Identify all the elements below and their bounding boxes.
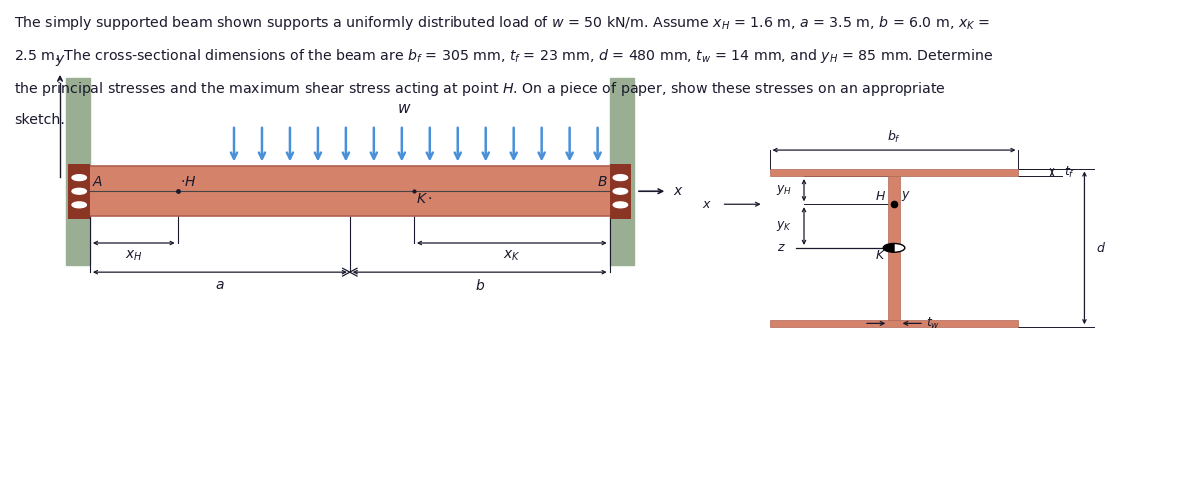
Text: $x_H$: $x_H$ — [125, 249, 143, 263]
Text: $A$: $A$ — [92, 175, 103, 189]
Circle shape — [72, 188, 86, 194]
Text: $b$: $b$ — [475, 278, 485, 293]
Bar — [769, 320, 1019, 327]
Text: $y$: $y$ — [55, 53, 65, 68]
Text: $w$: $w$ — [396, 101, 412, 116]
Bar — [610, 164, 631, 219]
Text: sketch.: sketch. — [14, 113, 65, 127]
Text: $B$: $B$ — [596, 175, 607, 189]
Bar — [610, 78, 634, 265]
Circle shape — [72, 174, 86, 181]
Text: 2.5 m. The cross-sectional dimensions of the beam are $b_f$ = 305 mm, $t_f$ = 23: 2.5 m. The cross-sectional dimensions of… — [14, 47, 994, 65]
Text: $t_w$: $t_w$ — [926, 316, 941, 331]
Text: $a$: $a$ — [215, 278, 224, 292]
Text: the principal stresses and the maximum shear stress acting at point $H$. On a pi: the principal stresses and the maximum s… — [14, 80, 946, 98]
Text: $y$: $y$ — [901, 189, 911, 203]
Bar — [888, 176, 900, 320]
Text: The simply supported beam shown supports a uniformly distributed load of $w$ = 5: The simply supported beam shown supports… — [14, 14, 990, 32]
Bar — [769, 169, 1019, 176]
Wedge shape — [883, 243, 894, 252]
Text: $y_K$: $y_K$ — [776, 219, 792, 233]
Circle shape — [613, 202, 628, 208]
Circle shape — [613, 188, 628, 194]
Bar — [90, 166, 610, 216]
Bar — [68, 164, 90, 219]
Circle shape — [72, 202, 86, 208]
Text: $z$: $z$ — [778, 242, 786, 254]
Text: $x$: $x$ — [702, 198, 712, 211]
Text: $t_f$: $t_f$ — [1064, 165, 1075, 180]
Circle shape — [613, 174, 628, 181]
Bar — [66, 78, 90, 265]
Text: $K$: $K$ — [875, 249, 886, 262]
Text: $\cdot H$: $\cdot H$ — [180, 175, 197, 189]
Wedge shape — [894, 243, 905, 252]
Text: $x_K$: $x_K$ — [503, 249, 521, 263]
Text: $d$: $d$ — [1097, 241, 1106, 255]
Text: $b_f$: $b_f$ — [887, 129, 901, 145]
Text: $y_H$: $y_H$ — [776, 183, 792, 197]
Text: $H$: $H$ — [875, 190, 886, 203]
Text: $K\cdot$: $K\cdot$ — [416, 192, 433, 206]
Text: $x$: $x$ — [673, 184, 684, 198]
